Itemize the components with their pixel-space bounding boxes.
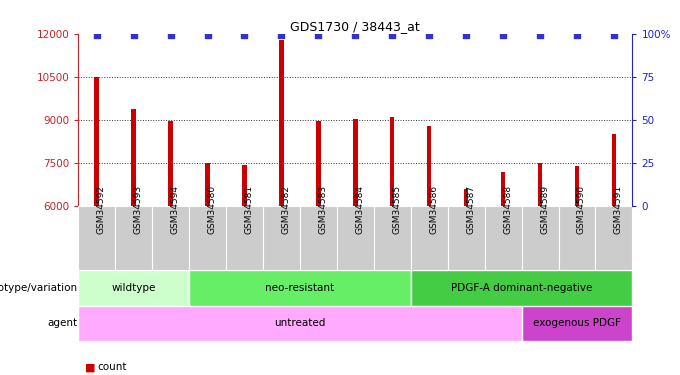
Bar	[485, 206, 522, 270]
Bar	[189, 206, 226, 270]
Text: GSM34593: GSM34593	[133, 185, 143, 234]
Bar	[501, 172, 505, 206]
Bar	[464, 189, 469, 206]
Text: GSM34592: GSM34592	[97, 185, 105, 234]
Bar	[538, 163, 542, 206]
Text: GSM34587: GSM34587	[466, 185, 475, 234]
Bar	[427, 126, 431, 206]
Point	[498, 33, 509, 39]
Text: GSM34583: GSM34583	[318, 185, 327, 234]
Bar	[316, 122, 320, 206]
Text: untreated: untreated	[274, 318, 326, 328]
Bar	[390, 117, 394, 206]
Text: GSM34581: GSM34581	[245, 185, 254, 234]
Text: GSM34584: GSM34584	[355, 185, 364, 234]
Text: neo-resistant: neo-resistant	[265, 283, 335, 293]
Point	[534, 33, 545, 39]
Text: ■: ■	[85, 363, 95, 372]
Bar	[95, 77, 99, 206]
Bar	[300, 206, 337, 270]
Bar	[169, 122, 173, 206]
Bar	[78, 206, 115, 270]
Text: GSM34580: GSM34580	[207, 185, 216, 234]
Text: GSM34589: GSM34589	[540, 185, 549, 234]
Bar	[242, 165, 247, 206]
Text: GSM34594: GSM34594	[171, 185, 180, 234]
Point	[387, 33, 398, 39]
Bar	[152, 206, 189, 270]
Point	[202, 33, 213, 39]
Text: GSM34586: GSM34586	[429, 185, 438, 234]
Bar	[522, 306, 632, 341]
Point	[128, 33, 139, 39]
Bar	[558, 206, 596, 270]
Point	[460, 33, 471, 39]
Text: genotype/variation: genotype/variation	[0, 283, 78, 293]
Point	[91, 33, 102, 39]
Bar	[205, 163, 209, 206]
Text: GSM34588: GSM34588	[503, 185, 512, 234]
Text: GSM34585: GSM34585	[392, 185, 401, 234]
Bar	[522, 206, 558, 270]
Bar	[226, 206, 263, 270]
Bar	[447, 206, 485, 270]
Bar	[263, 206, 300, 270]
Bar	[279, 39, 284, 206]
Point	[609, 33, 619, 39]
Text: GSM34590: GSM34590	[577, 185, 586, 234]
Text: GSM34582: GSM34582	[282, 185, 290, 234]
Text: exogenous PDGF: exogenous PDGF	[533, 318, 621, 328]
Bar	[78, 306, 522, 341]
Point	[165, 33, 176, 39]
Bar	[353, 118, 358, 206]
Bar	[115, 206, 152, 270]
Bar	[612, 134, 616, 206]
Bar	[131, 108, 136, 206]
Text: GSM34591: GSM34591	[614, 185, 623, 234]
Bar	[596, 206, 632, 270]
Bar	[374, 206, 411, 270]
Text: wildtype: wildtype	[112, 283, 156, 293]
Point	[239, 33, 250, 39]
Point	[313, 33, 324, 39]
Point	[276, 33, 287, 39]
Text: agent: agent	[48, 318, 78, 328]
Point	[424, 33, 435, 39]
Point	[571, 33, 582, 39]
Text: PDGF-A dominant-negative: PDGF-A dominant-negative	[451, 283, 592, 293]
Point	[350, 33, 360, 39]
Text: count: count	[97, 363, 126, 372]
Bar	[337, 206, 374, 270]
Bar	[411, 206, 447, 270]
Title: GDS1730 / 38443_at: GDS1730 / 38443_at	[290, 20, 420, 33]
Bar	[411, 270, 632, 306]
Bar	[575, 166, 579, 206]
Bar	[78, 270, 189, 306]
Bar	[189, 270, 411, 306]
